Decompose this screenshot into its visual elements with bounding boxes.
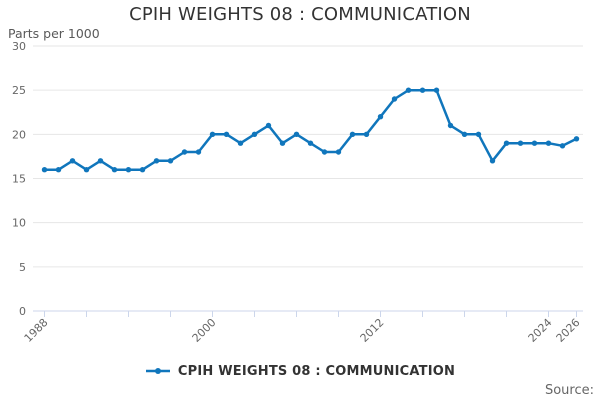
data-point-1990[interactable] (69, 158, 76, 164)
data-point-2021[interactable] (503, 140, 510, 146)
y-tick-label-25: 25 (12, 84, 26, 97)
data-point-2005[interactable] (279, 140, 286, 146)
y-tick-label-15: 15 (12, 173, 26, 186)
series-line[interactable] (43, 88, 578, 171)
legend-series-label: CPIH WEIGHTS 08 : COMMUNICATION (177, 363, 456, 379)
data-point-2023[interactable] (531, 140, 538, 146)
data-point-2010[interactable] (349, 131, 356, 137)
data-point-2013[interactable] (391, 96, 398, 102)
y-tick-label-10: 10 (12, 217, 26, 230)
data-point-2025[interactable] (559, 143, 566, 149)
data-point-1994[interactable] (125, 167, 132, 173)
data-point-2015[interactable] (419, 87, 426, 93)
data-point-2017[interactable] (447, 122, 454, 129)
data-point-2026[interactable] (573, 136, 580, 142)
data-point-2003[interactable] (251, 131, 258, 137)
data-point-2002[interactable] (237, 140, 244, 146)
source-label: Source: (544, 383, 594, 398)
data-point-1998[interactable] (181, 149, 188, 155)
x-tick-label-2000: 2000 (190, 316, 219, 345)
y-tick-label-20: 20 (12, 128, 26, 141)
y-axis-unit-label: Parts per 1000 (8, 26, 100, 41)
x-tick-label-2026: 2026 (554, 316, 583, 345)
data-point-1991[interactable] (83, 167, 90, 173)
data-point-1996[interactable] (153, 158, 160, 164)
data-point-1988[interactable] (41, 167, 48, 173)
y-tick-label-30: 30 (12, 40, 26, 53)
data-point-2011[interactable] (363, 131, 370, 137)
legend-item[interactable]: CPIH WEIGHTS 08 : COMMUNICATION (0, 361, 600, 381)
data-point-2008[interactable] (321, 149, 328, 155)
data-point-2014[interactable] (405, 87, 412, 93)
data-point-1997[interactable] (167, 158, 174, 164)
data-point-2007[interactable] (307, 140, 314, 146)
data-point-2009[interactable] (335, 149, 342, 155)
x-tick-label-2012: 2012 (358, 316, 387, 345)
data-point-2019[interactable] (475, 131, 482, 137)
data-point-2000[interactable] (209, 131, 216, 137)
data-point-2016[interactable] (433, 87, 440, 93)
data-point-1993[interactable] (111, 167, 118, 173)
data-point-2024[interactable] (545, 140, 552, 146)
x-tick-label-1988: 1988 (22, 316, 51, 345)
chart-title: CPIH WEIGHTS 08 : COMMUNICATION (129, 4, 471, 25)
data-point-2001[interactable] (223, 131, 230, 137)
data-point-1999[interactable] (195, 149, 202, 155)
y-tick-label-0: 0 (19, 305, 26, 318)
data-point-1995[interactable] (139, 167, 146, 173)
data-point-1992[interactable] (97, 158, 104, 164)
y-tick-label-5: 5 (19, 261, 26, 274)
data-point-2022[interactable] (517, 140, 524, 146)
data-point-2004[interactable] (265, 122, 272, 129)
data-point-1989[interactable] (55, 167, 62, 173)
data-point-2020[interactable] (489, 158, 496, 164)
data-point-2018[interactable] (461, 131, 468, 137)
legend-line-marker-icon (145, 368, 170, 374)
x-tick-label-2024: 2024 (526, 316, 555, 345)
data-point-2006[interactable] (293, 131, 300, 137)
data-point-2012[interactable] (377, 114, 384, 120)
